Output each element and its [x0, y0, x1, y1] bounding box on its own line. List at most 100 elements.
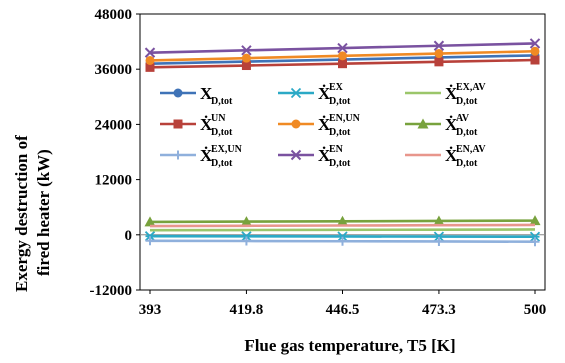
y-axis-label-line-2: fired heater (kW) [34, 149, 53, 276]
legend-item: ẊEN,UN D,tot [278, 113, 361, 138]
x-axis-label: Flue gas temperature, T5 [K] [244, 336, 456, 355]
y-tick-label: 36000 [95, 62, 133, 78]
legend-marker [291, 119, 301, 129]
legend-subscript: D,tot [211, 96, 233, 107]
data-point [145, 236, 155, 246]
data-point [529, 215, 541, 226]
legend-marker [290, 149, 302, 161]
legend-item: ẊEN,AV D,tot [405, 144, 486, 169]
legend-item: ẊEX,AV D,tot [405, 82, 486, 107]
legend-symbol: Ẋ [445, 115, 458, 134]
legend-superscript: EX,AV [456, 82, 486, 93]
series-4 [145, 55, 540, 72]
data-point [433, 40, 445, 51]
y-axis-label: Exergy destruction of fired heater (kW) [2, 10, 72, 310]
legend-symbol: Ẋ [200, 115, 213, 134]
y-tick-label: 12000 [95, 173, 133, 189]
legend-item: ẊAV D,tot [405, 113, 478, 138]
data-point [337, 215, 348, 226]
data-point [144, 231, 156, 242]
data-point [434, 57, 444, 67]
y-tick-label: 48000 [95, 7, 133, 23]
legend-symbol: Ẋ [445, 146, 458, 165]
data-point [241, 236, 251, 246]
legend-subscript: D,tot [211, 127, 233, 138]
legend-symbol: Ẋ [445, 84, 458, 103]
legend-subscript: D,tot [211, 158, 233, 169]
series-line [149, 223, 536, 228]
data-point [241, 231, 252, 242]
data-point [530, 46, 540, 56]
data-point [240, 216, 252, 227]
data-point [530, 237, 540, 247]
series-7 [145, 236, 540, 247]
legend-superscript: UN [211, 113, 226, 124]
series-5 [145, 46, 540, 65]
data-point [241, 53, 251, 63]
legend-marker [173, 119, 183, 129]
legend-subscript: D,tot [329, 158, 351, 169]
legend-subscript: D,tot [456, 158, 478, 169]
data-point [529, 231, 541, 242]
legend-superscript: EN,UN [329, 113, 361, 124]
series-2 [144, 231, 541, 242]
series-8 [144, 38, 541, 58]
data-point [529, 38, 541, 49]
data-point [433, 231, 445, 242]
legend-item: ẊEX D,tot [278, 82, 351, 107]
data-point [337, 42, 348, 54]
data-point [144, 47, 156, 58]
x-tick-label: 446.5 [326, 302, 360, 318]
legend-superscript: EX [329, 82, 344, 93]
legend-symbol: Ẋ [318, 115, 331, 134]
legend-symbol: Ẋ [200, 146, 213, 165]
series-9 [149, 223, 536, 228]
legend-symbol: Ẋ [318, 84, 331, 103]
x-tick-label: 500 [524, 302, 547, 318]
legend-superscript: EN,AV [456, 144, 486, 155]
legend-item: ẊUN D,tot [160, 113, 233, 138]
legend-symbol: Ẋ [318, 146, 331, 165]
legend-superscript: AV [456, 113, 470, 124]
x-tick-label: 393 [139, 302, 162, 318]
y-tick-label: 24000 [95, 117, 133, 133]
legend-superscript: EX,UN [211, 144, 243, 155]
data-point [530, 55, 540, 65]
legend-item: ẊEX,UN D,tot [160, 144, 243, 169]
legend-marker [173, 88, 183, 98]
y-axis-label-line-1: Exergy destruction of [12, 135, 31, 292]
data-point [337, 231, 348, 242]
legend-item: ẊEN D,tot [278, 144, 351, 169]
legend-item: XD,tot [160, 84, 233, 107]
y-tick-label: -12000 [90, 283, 133, 299]
y-tick-label: 0 [125, 228, 133, 244]
data-point [338, 59, 347, 69]
data-point [241, 45, 252, 56]
data-point [338, 51, 347, 61]
legend-marker [173, 150, 183, 160]
data-point [145, 55, 155, 65]
data-point [433, 215, 445, 226]
legend-subscript: D,tot [329, 96, 351, 107]
data-point [434, 236, 444, 246]
data-point [144, 216, 156, 227]
series-line [149, 228, 536, 232]
series-6 [144, 215, 541, 227]
x-tick-label: 473.3 [422, 302, 456, 318]
series-3 [149, 228, 536, 232]
legend-superscript: EN [329, 144, 344, 155]
y-axis-ticks: -12000 0 12000 24000 36000 48000 [90, 7, 140, 299]
x-tick-label: 419.8 [230, 302, 264, 318]
legend-subscript: D,tot [456, 96, 478, 107]
data-point [338, 236, 347, 246]
legend-subscript: D,tot [329, 127, 351, 138]
legend-marker [417, 118, 429, 129]
x-axis-ticks: 393 419.8 446.5 473.3 500 [139, 290, 547, 318]
data-point [434, 49, 444, 59]
data-point [241, 61, 251, 71]
legend-subscript: D,tot [456, 127, 478, 138]
data-point [145, 62, 155, 72]
legend-marker [290, 87, 302, 99]
